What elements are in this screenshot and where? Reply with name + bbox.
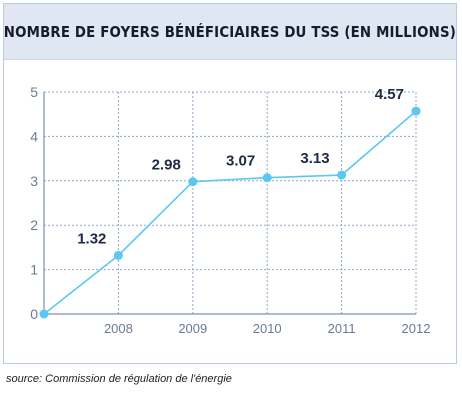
data-points bbox=[39, 106, 421, 319]
x-tick-label-2008: 2008 bbox=[104, 321, 133, 336]
data-label-2012: 4.57 bbox=[375, 86, 404, 103]
y-tick-label-3: 3 bbox=[30, 173, 38, 189]
x-tick-label-2010: 2010 bbox=[253, 321, 282, 336]
data-label-2010: 3.07 bbox=[226, 153, 255, 170]
x-tick-label-2011: 2011 bbox=[328, 321, 356, 336]
data-point-2009 bbox=[188, 177, 198, 187]
x-tick-label-2009: 2009 bbox=[178, 321, 207, 336]
data-point-2010 bbox=[262, 173, 272, 183]
data-labels: 1.32 2.98 3.07 3.13 4.57 bbox=[77, 86, 404, 247]
data-point-2007 bbox=[39, 309, 49, 319]
source-note: source: Commission de régulation de l'én… bbox=[6, 373, 232, 385]
y-tick-label-2: 2 bbox=[30, 217, 38, 233]
data-point-2008 bbox=[113, 250, 123, 260]
data-label-2008: 1.32 bbox=[77, 230, 106, 247]
y-tick-label-0: 0 bbox=[30, 306, 38, 322]
chart-title: NOMBRE DE FOYERS BÉNÉFICIAIRES DU TSS (E… bbox=[3, 22, 457, 41]
title-bar: NOMBRE DE FOYERS BÉNÉFICIAIRES DU TSS (E… bbox=[4, 4, 456, 60]
axes: 0 1 2 3 4 5 2008 2009 2010 2011 2012 bbox=[30, 84, 430, 336]
grid bbox=[44, 91, 417, 314]
chart-frame: NOMBRE DE FOYERS BÉNÉFICIAIRES DU TSS (E… bbox=[3, 3, 457, 364]
y-tick-label-4: 4 bbox=[30, 128, 38, 144]
series-line bbox=[43, 110, 417, 315]
data-label-2009: 2.98 bbox=[152, 157, 181, 174]
y-tick-label-1: 1 bbox=[30, 262, 38, 278]
series-path bbox=[43, 110, 417, 315]
y-tick-label-5: 5 bbox=[30, 84, 38, 100]
data-point-2012 bbox=[411, 106, 421, 116]
x-tick-label-2012: 2012 bbox=[402, 321, 431, 336]
data-label-2011: 3.13 bbox=[300, 150, 329, 167]
data-point-2011 bbox=[337, 170, 347, 180]
